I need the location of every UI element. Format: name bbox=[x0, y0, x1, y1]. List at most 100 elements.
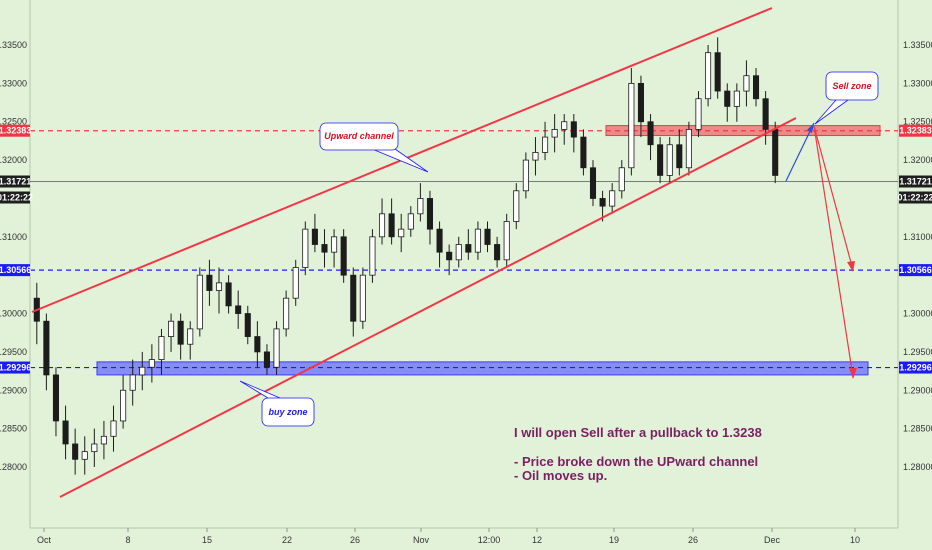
candle-body-30 bbox=[321, 244, 328, 253]
x-tick-5: Nov bbox=[413, 535, 430, 545]
candle-body-64 bbox=[647, 121, 654, 146]
y-tick-left-9: 1.28000 bbox=[0, 462, 27, 472]
y-tick-right-1: 1.33000 bbox=[903, 78, 932, 88]
candle-body-77 bbox=[772, 129, 779, 176]
candle-body-10 bbox=[129, 374, 136, 391]
x-tick-8: 19 bbox=[609, 535, 619, 545]
x-tick-7: 12 bbox=[532, 535, 542, 545]
y-tick-left-1: 1.33000 bbox=[0, 78, 27, 88]
note-line-3: - Oil moves up. bbox=[514, 468, 607, 483]
candle-body-59 bbox=[599, 198, 606, 207]
candle-body-17 bbox=[196, 274, 203, 330]
candle-body-65 bbox=[657, 144, 664, 176]
candle-body-8 bbox=[110, 420, 117, 437]
candle-body-68 bbox=[685, 129, 692, 169]
candle-body-12 bbox=[148, 359, 155, 368]
sell-arrowhead-1 bbox=[847, 261, 855, 272]
price-tag-right-0: 1.32383 bbox=[899, 126, 932, 136]
channel-lower-line bbox=[59, 117, 797, 498]
candle-body-41 bbox=[426, 198, 434, 230]
y-tick-right-5: 1.30000 bbox=[903, 309, 932, 319]
candle-body-37 bbox=[388, 213, 395, 238]
sell-arrowhead-2 bbox=[849, 368, 857, 379]
price-tag-right-bg-0 bbox=[899, 124, 932, 137]
price-tag-right-4: 1.29296 bbox=[899, 363, 932, 373]
x-tick-9: 26 bbox=[688, 535, 698, 545]
y-tick-left-0: 1.33500 bbox=[0, 40, 27, 50]
candle-body-25 bbox=[273, 328, 280, 368]
candle-body-70 bbox=[705, 52, 712, 100]
candle-body-48 bbox=[494, 244, 501, 261]
sell-arrow-2 bbox=[813, 125, 854, 378]
candle-body-3 bbox=[62, 420, 69, 445]
candle-body-23 bbox=[254, 336, 261, 353]
candle-body-4 bbox=[72, 443, 79, 460]
x-tick-2: 15 bbox=[202, 535, 212, 545]
candle-body-54 bbox=[551, 129, 558, 138]
candle-body-66 bbox=[666, 144, 673, 176]
candle-body-5 bbox=[81, 451, 88, 460]
candle-body-18 bbox=[206, 274, 213, 291]
price-tag-left-bg-1 bbox=[0, 175, 30, 188]
callout-buy-zone-text: buy zone bbox=[268, 407, 307, 417]
candle-body-57 bbox=[580, 136, 587, 169]
x-tick-3: 22 bbox=[282, 535, 292, 545]
left-axis-panel bbox=[0, 0, 30, 528]
candle-body-49 bbox=[503, 221, 510, 261]
price-tag-right-1: 1.31721 bbox=[899, 177, 932, 187]
x-tick-10: Dec bbox=[764, 535, 781, 545]
price-tag-right-bg-4 bbox=[899, 361, 932, 374]
candle-body-46 bbox=[474, 228, 481, 253]
price-tag-right-bg-2 bbox=[899, 191, 932, 204]
candle-body-2 bbox=[52, 374, 60, 422]
price-tag-left-bg-0 bbox=[0, 124, 30, 137]
x-axis-ticks: Oct 8 15 22 26 Nov 12:00 12 19 26 Dec 10 bbox=[37, 528, 860, 545]
pullback-arrowhead bbox=[807, 123, 814, 133]
y-tick-right-4: 1.31000 bbox=[903, 232, 932, 242]
price-tag-right-3: 1.30566 bbox=[899, 265, 932, 275]
candle-body-32 bbox=[340, 236, 347, 276]
candle-body-31 bbox=[331, 236, 338, 253]
y-tick-left-2: 1.32500 bbox=[0, 117, 27, 127]
candle-body-72 bbox=[724, 90, 731, 107]
candle-body-40 bbox=[417, 198, 424, 215]
x-tick-4: 26 bbox=[350, 535, 360, 545]
y-tick-right-0: 1.33500 bbox=[903, 40, 932, 50]
candle-body-16 bbox=[187, 328, 194, 345]
price-tag-left-0: 1.32383 bbox=[0, 126, 31, 136]
plot-area bbox=[30, 0, 898, 528]
candle-body-44 bbox=[455, 244, 462, 261]
candle-body-19 bbox=[215, 282, 223, 291]
candle-body-67 bbox=[676, 144, 683, 169]
candle-body-61 bbox=[618, 167, 625, 192]
buy-zone bbox=[96, 361, 869, 376]
candle-body-34 bbox=[359, 274, 366, 322]
candle-body-21 bbox=[235, 305, 242, 314]
x-tick-6: 12:00 bbox=[478, 535, 501, 545]
candle-body-39 bbox=[407, 213, 414, 230]
y-tick-left-5: 1.30000 bbox=[0, 309, 27, 319]
candle-body-14 bbox=[168, 320, 175, 337]
price-tag-left-bg-3 bbox=[0, 264, 30, 277]
price-tag-right-2: 01:22:22 bbox=[897, 193, 932, 203]
candle-body-62 bbox=[628, 82, 635, 169]
candle-body-52 bbox=[532, 152, 539, 161]
candle-body-6 bbox=[91, 443, 98, 453]
candle-body-74 bbox=[743, 75, 750, 92]
candle-body-15 bbox=[177, 320, 184, 345]
candles-layer bbox=[33, 37, 779, 475]
candle-body-9 bbox=[120, 389, 127, 422]
candle-body-60 bbox=[609, 190, 616, 207]
candle-body-55 bbox=[561, 121, 568, 130]
y-tick-right-2: 1.32500 bbox=[903, 117, 932, 127]
candle-body-51 bbox=[522, 159, 529, 192]
candle-body-7 bbox=[100, 435, 107, 445]
price-tag-left-4: 1.29296 bbox=[0, 363, 31, 373]
candle-body-26 bbox=[283, 297, 290, 330]
callout-sell-zone-text: Sell zone bbox=[832, 81, 871, 91]
candle-body-28 bbox=[302, 228, 309, 268]
pullback-arrow bbox=[785, 122, 815, 182]
y-axis-ticks: 1.33500 1.33500 1.33000 1.33000 1.32500 1.325… bbox=[0, 40, 932, 472]
price-tag-left-bg-4 bbox=[0, 361, 30, 374]
